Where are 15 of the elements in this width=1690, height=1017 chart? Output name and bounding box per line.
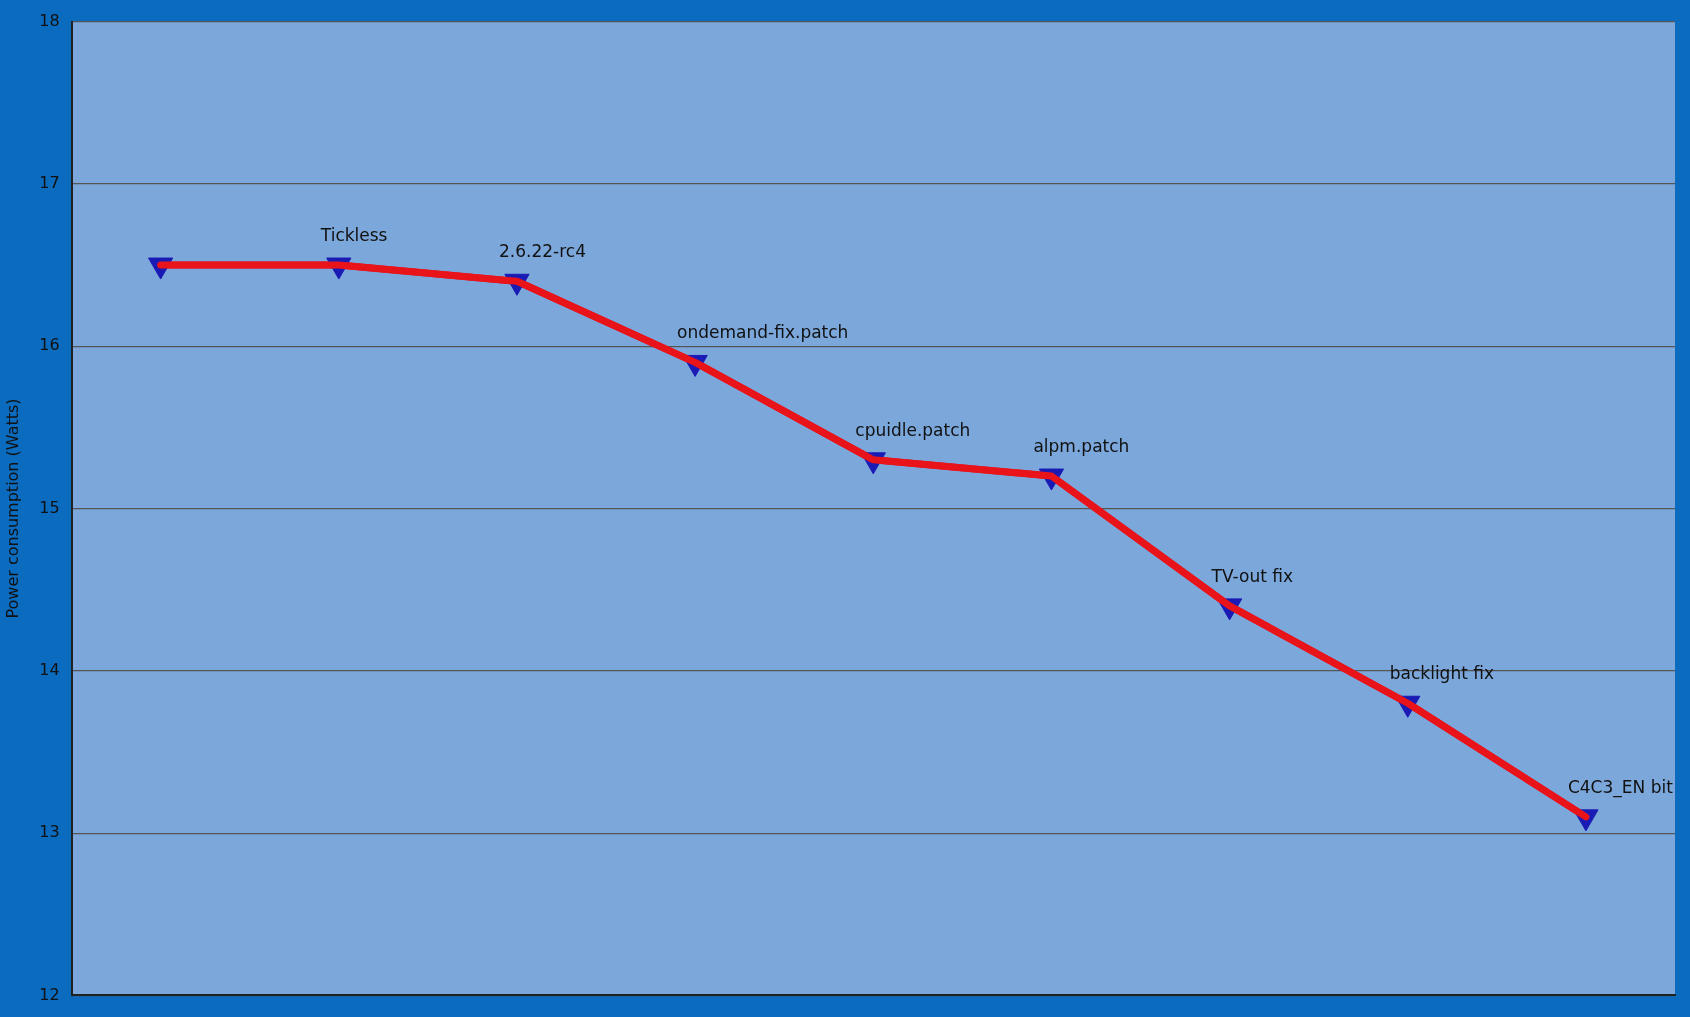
y-axis-title: Power consumption (Watts) [2,398,22,619]
y-tick-label: 14 [39,659,60,679]
x-tick-label: 2.6.22-rc4 [498,241,586,262]
y-tick-label: 18 [39,10,60,30]
y-tick-label: 13 [39,822,60,842]
y-tick-label: 16 [39,335,60,355]
x-tick-label: C4C3_EN bit [1567,776,1674,798]
x-tick-label: alpm.patch [1033,435,1130,456]
x-tick-label: ondemand-fix.patch [677,322,849,343]
x-tick-label: TV-out fix [1210,565,1294,586]
y-tick-label: 15 [39,497,60,517]
y-tick-label: 12 [39,984,60,1004]
x-tick-label: cpuidle.patch [855,419,971,440]
x-tick-label: Tickless [319,224,388,245]
y-tick-label: 17 [39,173,60,193]
